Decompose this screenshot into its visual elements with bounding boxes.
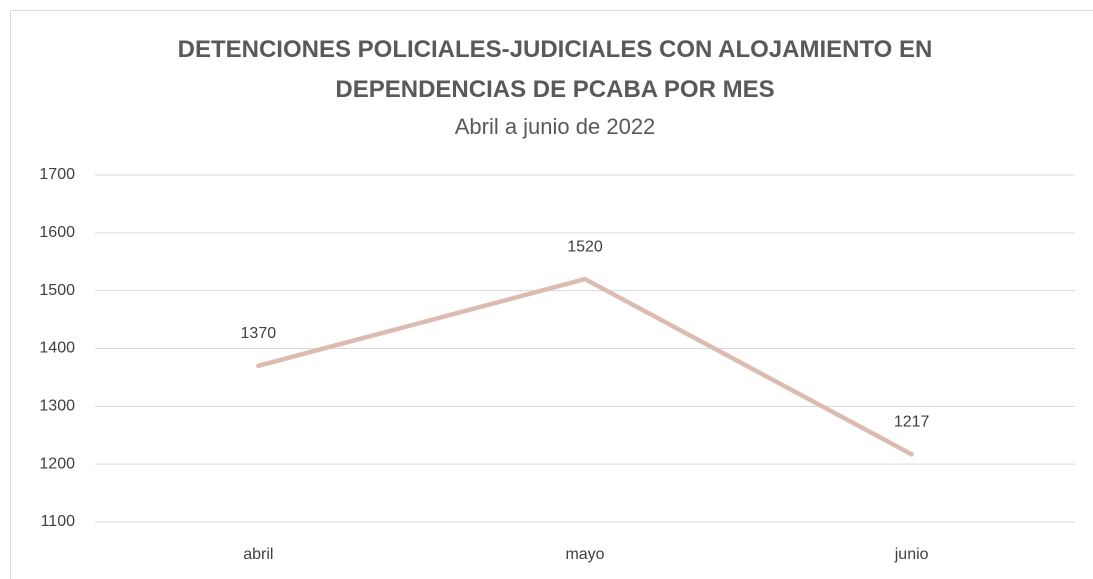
chart-subtitle: Abril a junio de 2022: [455, 114, 656, 139]
chart-border: [10, 10, 1093, 579]
x-tick-label: abril: [243, 546, 273, 563]
y-tick-label: 1700: [39, 166, 75, 183]
y-tick-label: 1500: [39, 282, 75, 299]
y-tick-label: 1100: [41, 513, 76, 530]
chart-title: DETENCIONES POLICIALES-JUDICIALES CON AL…: [177, 36, 933, 103]
x-tick-label: junio: [894, 546, 929, 563]
data-label: 1370: [241, 325, 277, 342]
y-tick-label: 1200: [39, 455, 75, 472]
data-line: [256, 276, 914, 457]
y-tick-label: 1600: [39, 224, 75, 241]
data-label: 1520: [567, 238, 603, 255]
data-label: 1217: [894, 414, 930, 431]
y-tick-label: 1300: [39, 398, 75, 415]
x-tick-label: mayo: [565, 546, 604, 563]
y-tick-label: 1400: [39, 340, 75, 357]
